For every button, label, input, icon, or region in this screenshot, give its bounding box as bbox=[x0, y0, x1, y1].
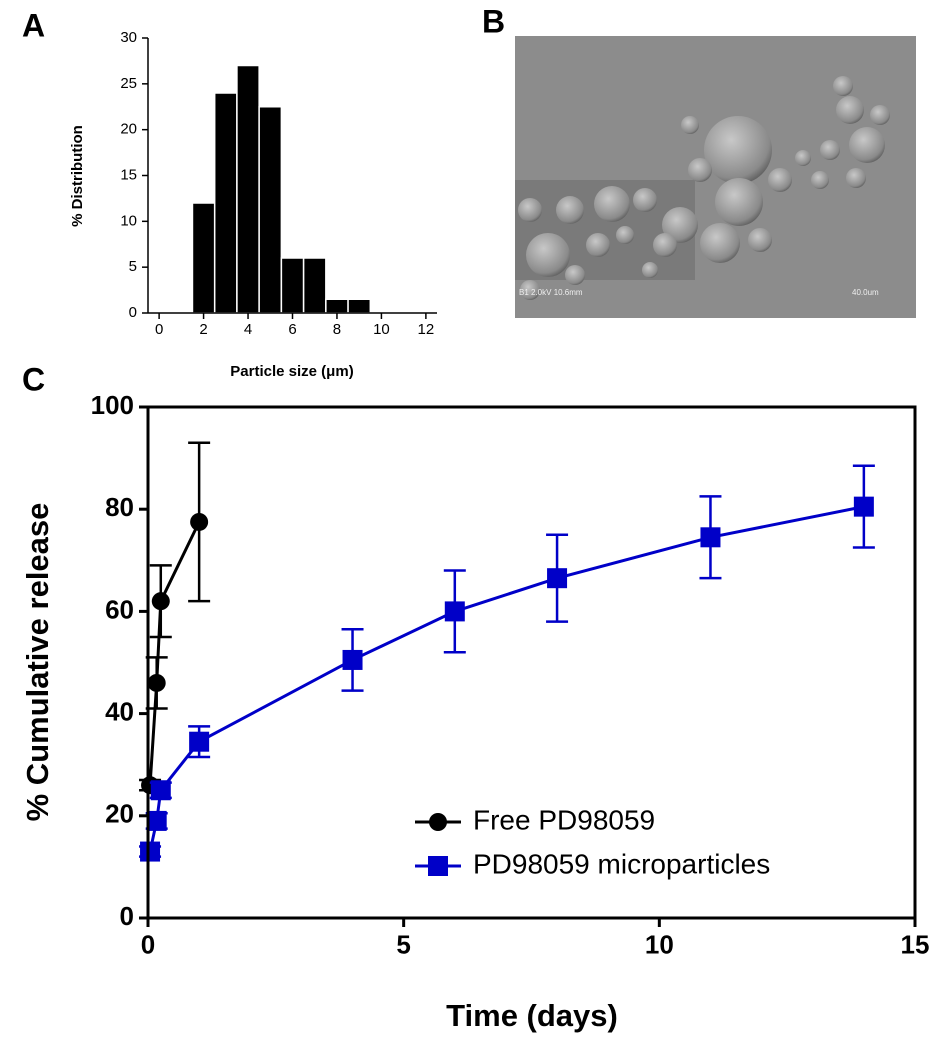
bar bbox=[258, 106, 283, 314]
y-tick-label: 5 bbox=[129, 258, 137, 275]
y-tick-label: 40 bbox=[105, 696, 134, 726]
bar bbox=[213, 92, 238, 314]
y-tick-label: 20 bbox=[120, 121, 137, 138]
marker bbox=[444, 601, 465, 622]
x-tick-label: 8 bbox=[333, 321, 341, 338]
sem-image: B1 2.0kV 10.6mm 40.0um bbox=[515, 36, 916, 318]
x-tick-label: 4 bbox=[244, 321, 252, 338]
y-axis-title: % Cumulative release bbox=[20, 503, 55, 822]
plot-frame bbox=[146, 405, 917, 920]
bar bbox=[347, 298, 372, 314]
bar bbox=[191, 202, 216, 314]
bar bbox=[325, 298, 349, 314]
marker bbox=[700, 527, 721, 548]
marker bbox=[342, 649, 363, 670]
y-tick-label: 80 bbox=[105, 492, 134, 522]
marker bbox=[151, 592, 170, 611]
y-tick-label: 30 bbox=[120, 29, 137, 46]
legend-marker bbox=[428, 856, 448, 876]
x-tick-label: 2 bbox=[199, 321, 207, 338]
bar bbox=[236, 64, 260, 314]
sem-info: B1 2.0kV 10.6mm bbox=[519, 288, 583, 297]
panel-label: B bbox=[482, 3, 505, 39]
marker bbox=[146, 810, 167, 831]
y-tick-label: 100 bbox=[91, 390, 134, 420]
x-tick-label: 10 bbox=[645, 929, 674, 959]
panel-label: C bbox=[22, 361, 45, 397]
x-tick-label: 6 bbox=[288, 321, 296, 338]
marker bbox=[190, 512, 209, 531]
legend-label: Free PD98059 bbox=[473, 804, 655, 835]
bar bbox=[302, 257, 327, 314]
x-tick-label: 12 bbox=[418, 321, 435, 338]
series-line bbox=[148, 521, 201, 786]
marker bbox=[547, 568, 568, 589]
marker bbox=[140, 841, 161, 862]
series-line bbox=[148, 505, 865, 852]
marker bbox=[147, 673, 166, 692]
y-tick-label: 10 bbox=[120, 212, 137, 229]
x-axis-title: Time (days) bbox=[446, 998, 618, 1033]
legend-marker bbox=[429, 813, 447, 831]
y-tick-label: 0 bbox=[120, 901, 134, 931]
x-tick-label: 15 bbox=[901, 929, 930, 959]
x-tick-label: 5 bbox=[396, 929, 410, 959]
legend-label: PD98059 microparticles bbox=[473, 848, 770, 879]
marker bbox=[853, 496, 874, 517]
y-axis-title: % Distribution bbox=[69, 125, 86, 227]
y-tick-label: 25 bbox=[120, 75, 137, 92]
sem-scale: 40.0um bbox=[852, 288, 879, 297]
x-tick-label: 0 bbox=[155, 321, 163, 338]
y-tick-label: 20 bbox=[105, 799, 134, 829]
y-tick-label: 0 bbox=[129, 304, 137, 321]
x-tick-label: 0 bbox=[141, 929, 155, 959]
marker bbox=[189, 731, 210, 752]
bar bbox=[280, 257, 305, 314]
x-tick-label: 10 bbox=[373, 321, 390, 338]
y-tick-label: 15 bbox=[120, 166, 137, 183]
panel-label: A bbox=[22, 7, 45, 43]
marker bbox=[150, 780, 171, 801]
x-axis-title: Particle size (μm) bbox=[230, 363, 353, 380]
y-tick-label: 60 bbox=[105, 594, 134, 624]
